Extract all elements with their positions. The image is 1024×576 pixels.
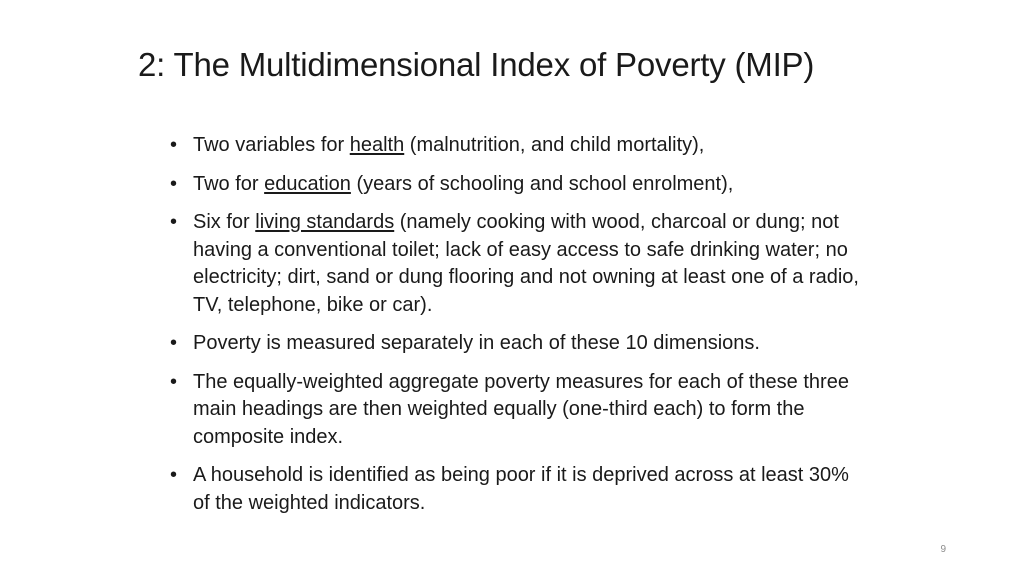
bullet-keyword: education (264, 172, 351, 195)
bullet-keyword: health (349, 134, 405, 156)
bullet-text-before: Six for (193, 211, 256, 233)
bullet-item-living-standards: • Six for living standards (namely cooki… (170, 209, 870, 319)
bullet-item-education: • Two for education (years of schooling … (170, 171, 870, 199)
bullet-item-weighting: • The equally-weighted aggregate poverty… (170, 369, 870, 452)
bullet-keyword: living standards (255, 211, 395, 233)
bullet-item-dimensions: • Poverty is measured separately in each… (170, 330, 870, 358)
bullet-icon: • (170, 464, 178, 486)
bullet-text: The equally-weighted aggregate poverty m… (193, 370, 849, 448)
bullet-text: A household is identified as being poor … (193, 464, 849, 514)
bullet-icon: • (170, 370, 178, 393)
bullet-icon: • (170, 332, 178, 354)
bullet-icon: • (170, 134, 178, 156)
bullet-item-threshold: • A household is identified as being poo… (170, 462, 870, 517)
bullet-text-after: (malnutrition, and child mortality), (404, 134, 705, 156)
bullet-item-health: • Two variables for health (malnutrition… (170, 132, 870, 160)
bullet-text: Poverty is measured separately in each o… (193, 332, 760, 354)
bullet-text-before: Two for (193, 172, 265, 195)
bullet-icon: • (170, 172, 178, 195)
bullet-text-after: (years of schooling and school enrolment… (350, 172, 734, 195)
slide-title: 2: The Multidimensional Index of Poverty… (138, 46, 815, 83)
bullet-text-before: Two variables for (193, 134, 350, 156)
bullet-list: • Two variables for health (malnutrition… (170, 132, 870, 528)
bullet-icon: • (170, 211, 178, 233)
bullet-text-after: (namely cooking with wood, charcoal or d… (193, 211, 859, 316)
page-number: 9 (940, 544, 946, 555)
